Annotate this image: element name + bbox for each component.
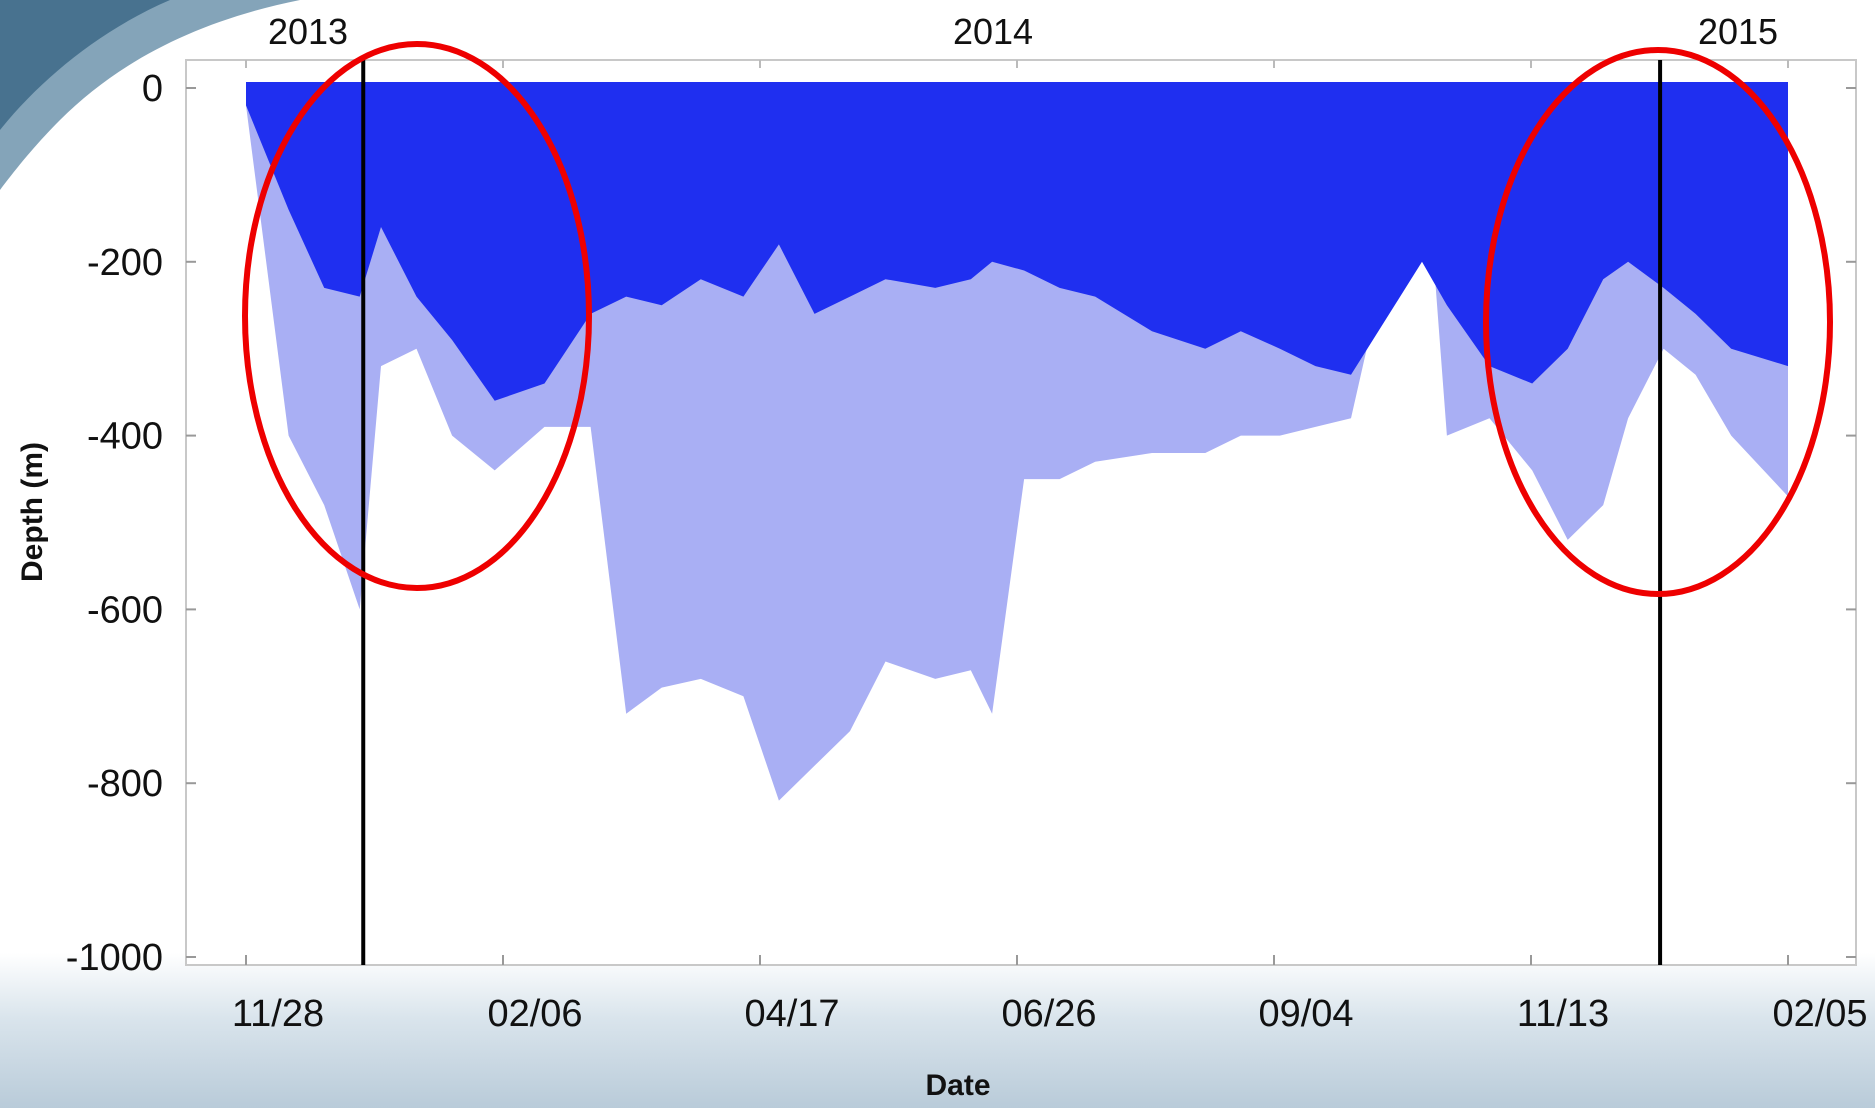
- y-tick-label-4: -800: [87, 763, 163, 805]
- surface-band: [246, 82, 1788, 90]
- x-tick-label-3: 06/26: [1001, 993, 1096, 1035]
- y-axis-title: Depth (m): [16, 442, 49, 582]
- highlight-ellipse-0: [242, 41, 592, 591]
- year-label-2013: 2013: [268, 11, 348, 52]
- y-tick-label-5: -1000: [66, 937, 163, 979]
- highlight-layer: [242, 41, 1833, 597]
- axis-layer: 0 -200 -400 -600 -800 -1000 11/28 02/06 04/17 06/…: [66, 11, 1868, 1035]
- x-tick-label-2: 04/17: [744, 993, 839, 1035]
- highlight-ellipse-1: [1483, 47, 1833, 597]
- x-axis-title: Date: [925, 1069, 990, 1102]
- year-label-2015: 2015: [1698, 11, 1778, 52]
- year-label-2014: 2014: [953, 11, 1033, 52]
- x-tick-label-4: 09/04: [1258, 993, 1353, 1035]
- series-area-0: [246, 88, 1788, 401]
- x-tick-label-1: 02/06: [487, 993, 582, 1035]
- series-layer: [246, 82, 1788, 801]
- y-tick-label-1: -200: [87, 242, 163, 284]
- x-tick-label-6: 02/05: [1772, 993, 1867, 1035]
- x-tick-label-0: 11/28: [232, 993, 324, 1035]
- year-divider-layer: [361, 60, 1663, 965]
- y-tick-label-3: -600: [87, 589, 163, 631]
- y-tick-label-2: -400: [87, 416, 163, 458]
- x-tick-label-5: 11/13: [1517, 993, 1609, 1035]
- y-tick-label-0: 0: [142, 68, 163, 110]
